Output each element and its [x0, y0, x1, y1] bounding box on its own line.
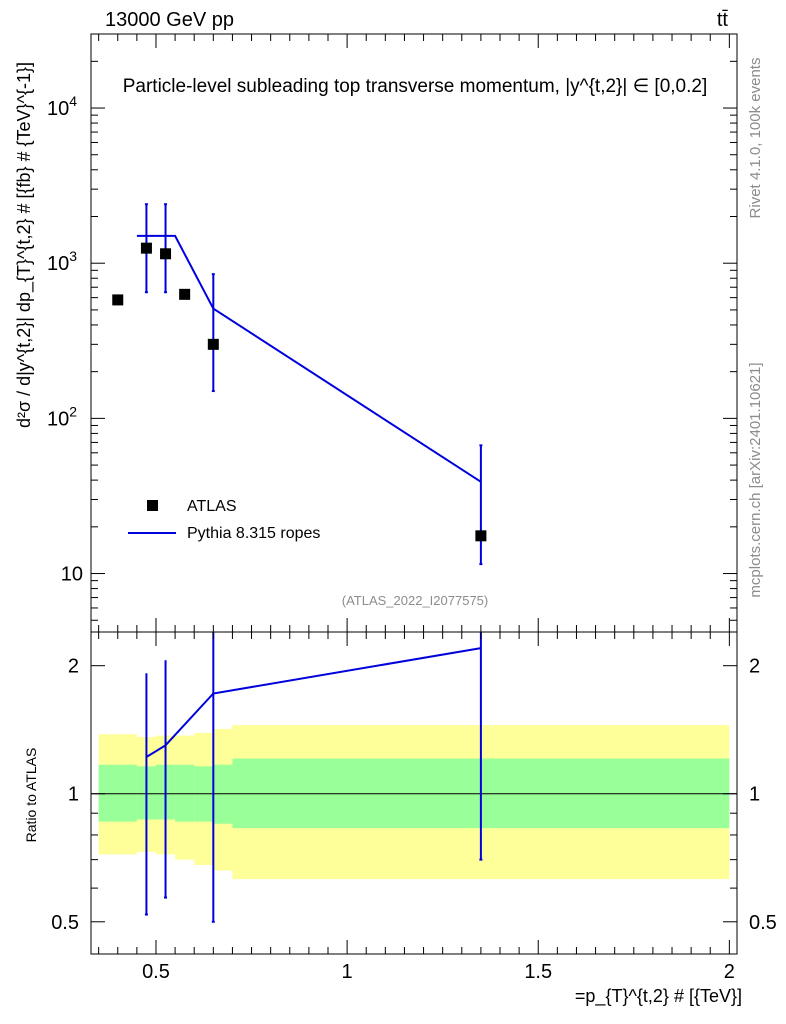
main-y-tick-label: 10	[61, 564, 83, 586]
atlas-data-point	[207, 338, 219, 350]
analysis-id-label: (ATLAS_2022_I2077575)	[342, 593, 488, 608]
atlas-data-point	[179, 288, 191, 300]
main-plot-frame	[90, 33, 738, 633]
ratio-y-tick-label-right: 0.5	[749, 912, 777, 934]
atlas-data-point	[160, 248, 172, 260]
atlas-data-point	[112, 294, 124, 306]
ratio-plot-marks	[91, 632, 737, 923]
x-axis-title: =p_{T}^{t,2} # [{TeV}]	[575, 986, 742, 1007]
ratio-inner-band	[213, 764, 233, 824]
main-plot-axes: 10 102 103 104	[47, 33, 737, 632]
mcplots-label: mcplots.cern.ch [arXiv:2401.10621]	[747, 362, 764, 597]
process-label: tt̄	[717, 9, 729, 31]
x-tick-label: 0.5	[142, 961, 170, 983]
ratio-inner-band	[175, 764, 195, 822]
x-tick-label: 1.5	[524, 961, 552, 983]
ratio-y-axis-title: Ratio to ATLAS	[23, 748, 39, 843]
ratio-uncertainty-bands	[98, 725, 730, 880]
main-y-tick-label: 103	[47, 248, 77, 275]
legend-atlas-label: ATLAS	[187, 498, 237, 515]
ratio-y-tick-label: 0.5	[51, 912, 79, 934]
ratio-y-tick-label: 2	[68, 656, 79, 678]
energy-label: 13000 GeV pp	[105, 9, 234, 31]
main-y-axis-title: d²σ / d|y^{t,2}| dp_{T}^{t,2} # [{fb} # …	[14, 62, 35, 428]
main-plot-panel: 10 102 103 104	[47, 33, 738, 633]
pythia-line	[136, 234, 482, 483]
ratio-inner-band	[98, 764, 137, 822]
ratio-plot-frame	[90, 631, 738, 955]
plot-title: Particle-level subleading top transverse…	[123, 76, 708, 97]
ratio-plot-axes: 0.5 0.5 1 1 2 2 0.5 1 1.5 2	[51, 632, 777, 983]
x-tick-label: 1	[342, 961, 353, 983]
x-tick-label: 2	[724, 961, 735, 983]
ratio-pythia-line	[145, 647, 482, 758]
main-y-tick-label: 102	[47, 403, 77, 430]
atlas-data-point	[140, 242, 152, 254]
legend-atlas-marker	[147, 500, 158, 511]
main-y-tick-label: 104	[47, 93, 77, 120]
rivet-version-label: Rivet 4.1.0, 100k events	[747, 58, 764, 219]
ratio-plot-panel: 0.5 0.5 1 1 2 2 0.5 1 1.5 2	[51, 631, 777, 983]
ratio-y-tick-label-right: 2	[749, 656, 760, 678]
main-plot-marks	[112, 203, 487, 566]
atlas-data-point	[475, 530, 487, 542]
legend-pythia-label: Pythia 8.315 ropes	[187, 525, 320, 542]
ratio-y-tick-label-right: 1	[749, 784, 760, 806]
ratio-y-tick-label: 1	[68, 784, 79, 806]
legend: ATLAS Pythia 8.315 ropes	[128, 498, 320, 542]
